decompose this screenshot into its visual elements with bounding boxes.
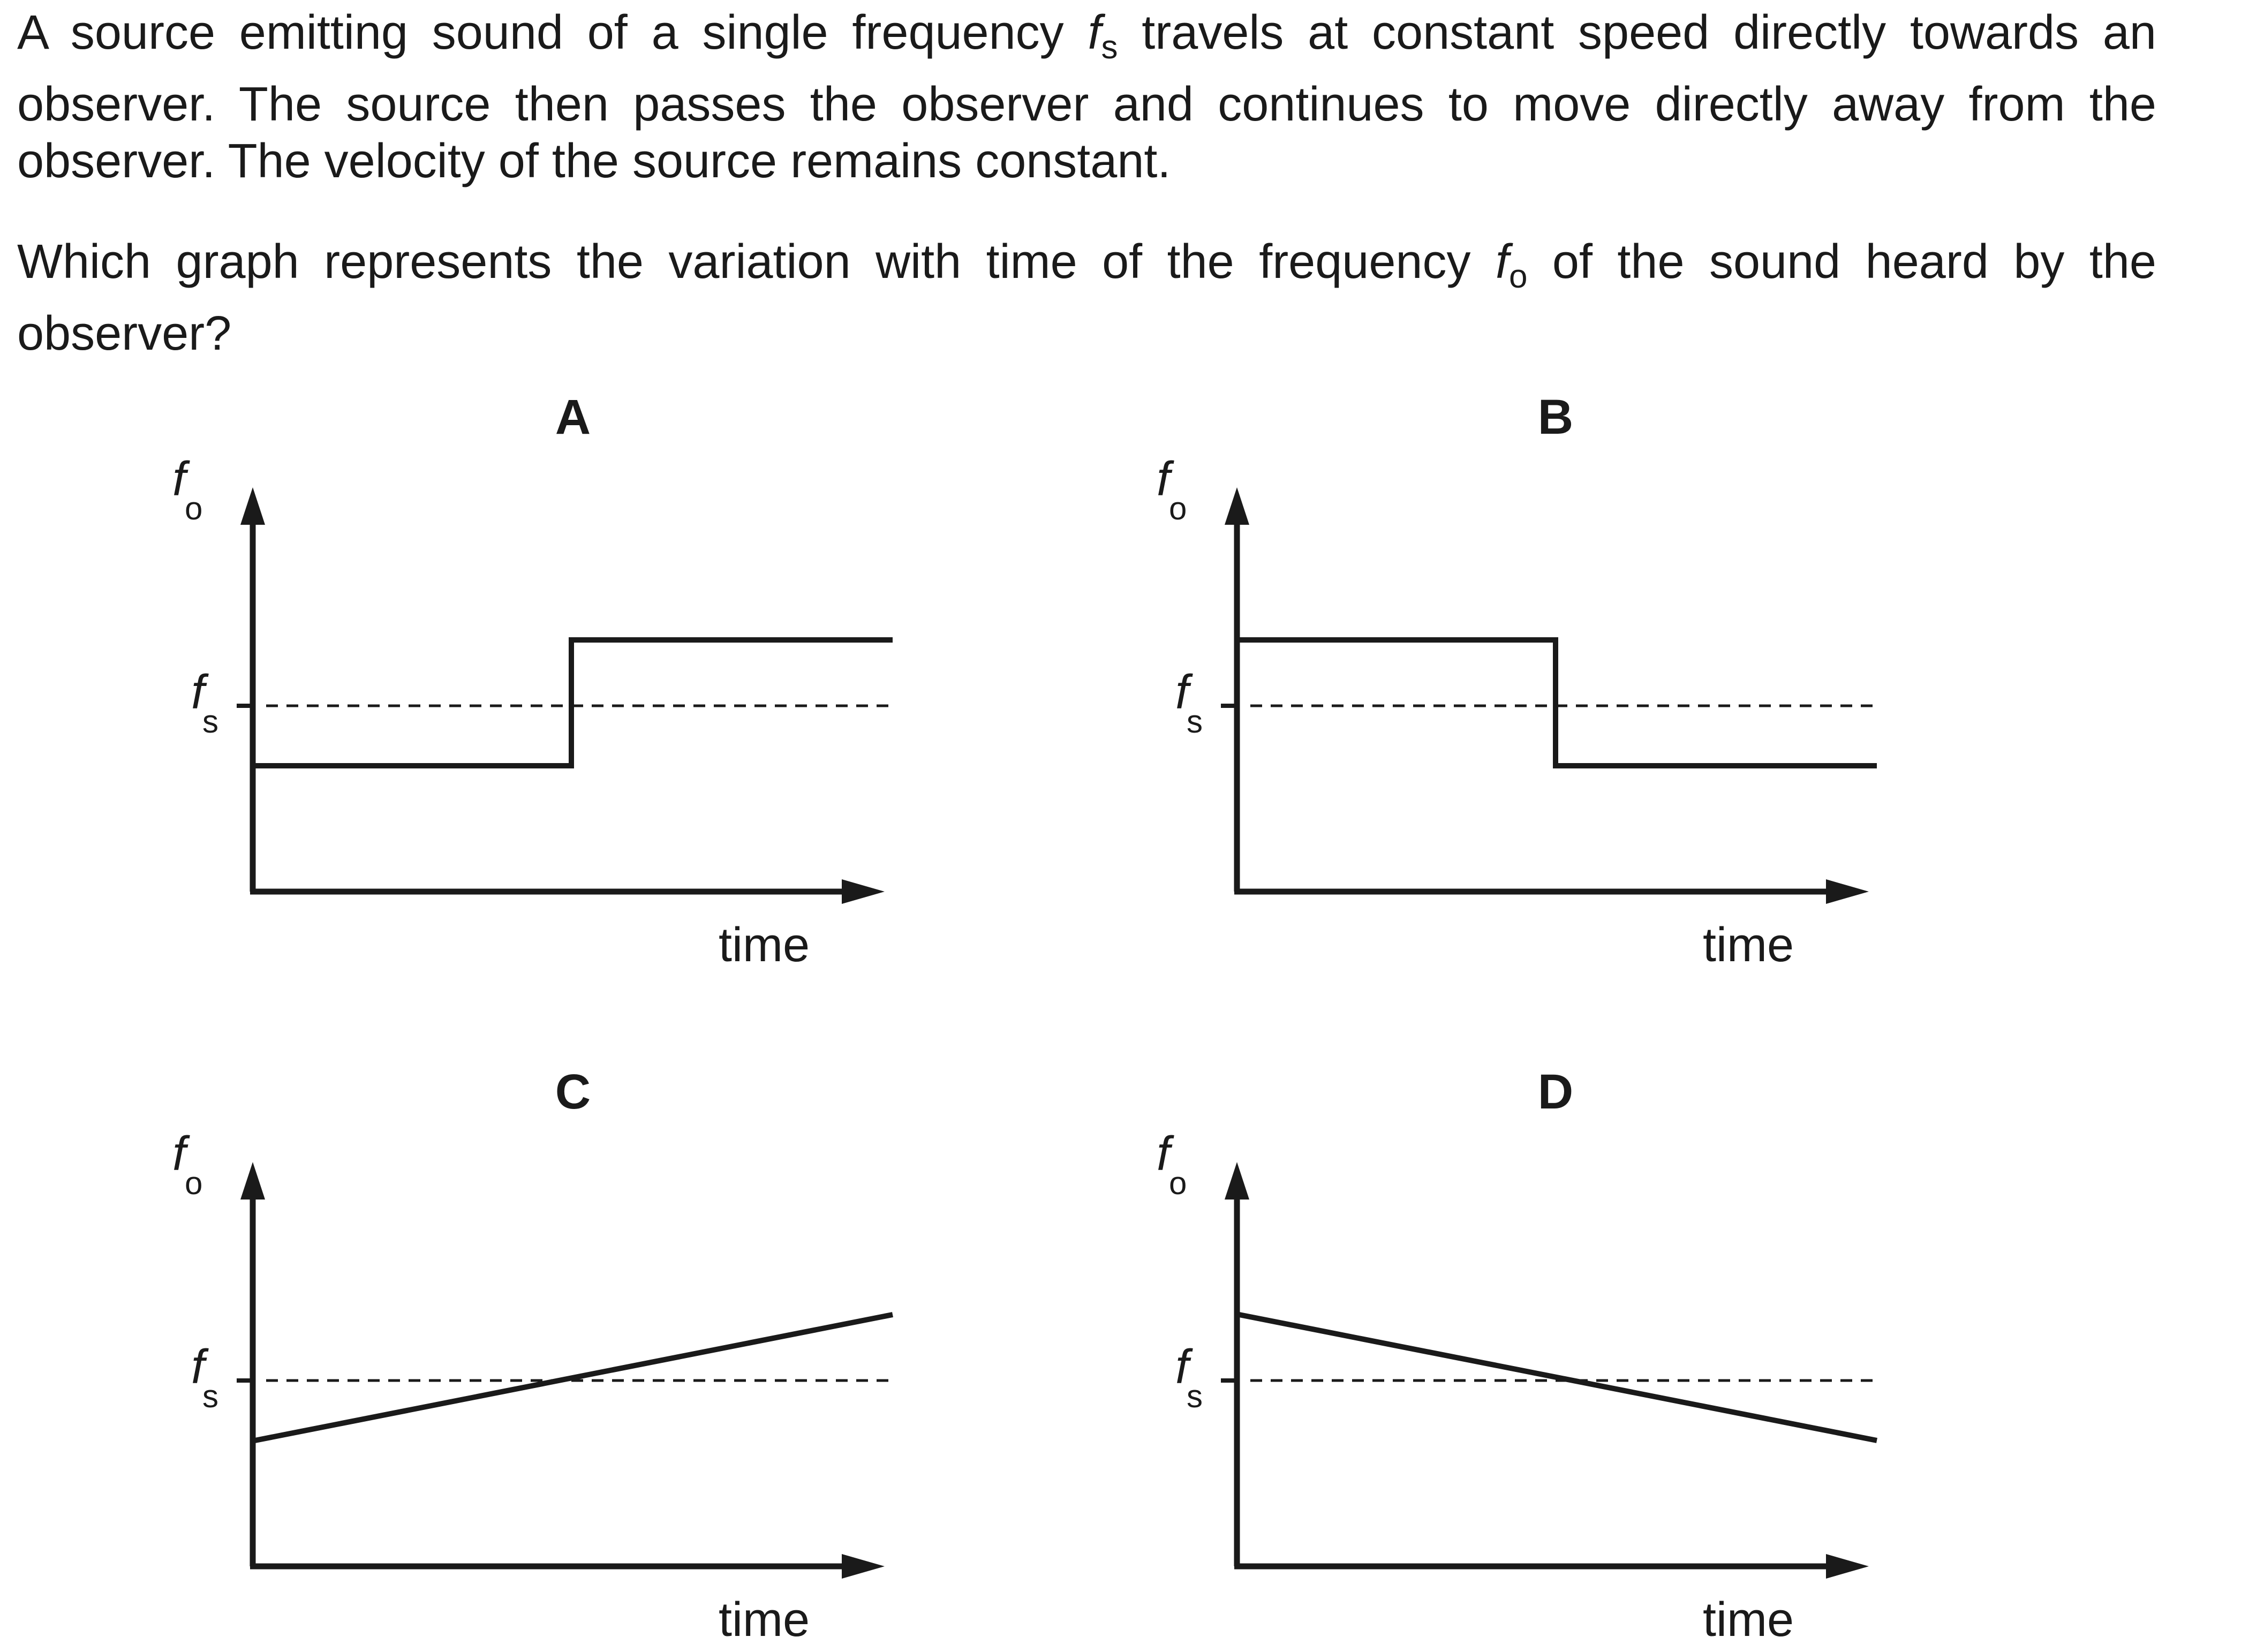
graph-c: Cf o f s time <box>172 1065 893 1647</box>
time-axis-label: time <box>719 1593 810 1647</box>
question-stem-line-1: A source emitting sound of a single freq… <box>17 6 2156 66</box>
y-axis-arrow-icon <box>240 487 265 525</box>
option-label-c: C <box>555 1065 591 1119</box>
y-axis-arrow-icon <box>1225 1162 1249 1200</box>
fo-subscript: o <box>1169 1165 1187 1201</box>
option-label-b: B <box>1538 390 1573 444</box>
question-stem-line-2: observer. The source then passes the obs… <box>17 78 2156 131</box>
frequency-curve <box>1239 1312 1877 1443</box>
x-axis-arrow-icon <box>1826 879 1869 904</box>
fo-symbol: fo <box>1495 235 1528 295</box>
frequency-curve <box>1239 637 1877 768</box>
fs-subscript: s <box>1187 1378 1203 1414</box>
question-stem: A source emitting sound of a single freq… <box>17 4 2156 190</box>
question-prompt: Which graph represents the variation wit… <box>17 233 2156 362</box>
fo-subscript: o <box>185 1165 202 1201</box>
question-stem-line-3: observer. The velocity of the source rem… <box>17 134 1171 188</box>
option-label-d: D <box>1538 1065 1573 1119</box>
fo-subscript: o <box>1169 491 1187 526</box>
graph-a: Af o f s time <box>172 390 893 972</box>
question-prompt-line-1: Which graph represents the variation wit… <box>17 235 2156 295</box>
frequency-curve <box>255 637 893 768</box>
fs-subscript: s <box>1187 704 1203 740</box>
time-axis-label: time <box>719 918 810 972</box>
fs-subscript: s <box>202 704 218 740</box>
question-prompt-line-2: observer? <box>17 307 232 360</box>
fs-symbol: fs <box>1088 6 1118 66</box>
x-axis-arrow-icon <box>1826 1554 1869 1579</box>
fo-subscript: o <box>185 491 202 526</box>
graph-d: Df o f s time <box>1157 1065 1877 1647</box>
graph-b: Bf o f s time <box>1157 390 1877 972</box>
x-axis-arrow-icon <box>842 1554 885 1579</box>
time-axis-label: time <box>1703 1593 1794 1647</box>
x-axis-arrow-icon <box>842 879 885 904</box>
frequency-curve <box>254 1312 893 1443</box>
option-label-a: A <box>555 390 591 444</box>
time-axis-label: time <box>1703 918 1794 972</box>
y-axis-arrow-icon <box>1225 487 1249 525</box>
y-axis-arrow-icon <box>240 1162 265 1200</box>
fs-subscript: s <box>202 1378 218 1414</box>
